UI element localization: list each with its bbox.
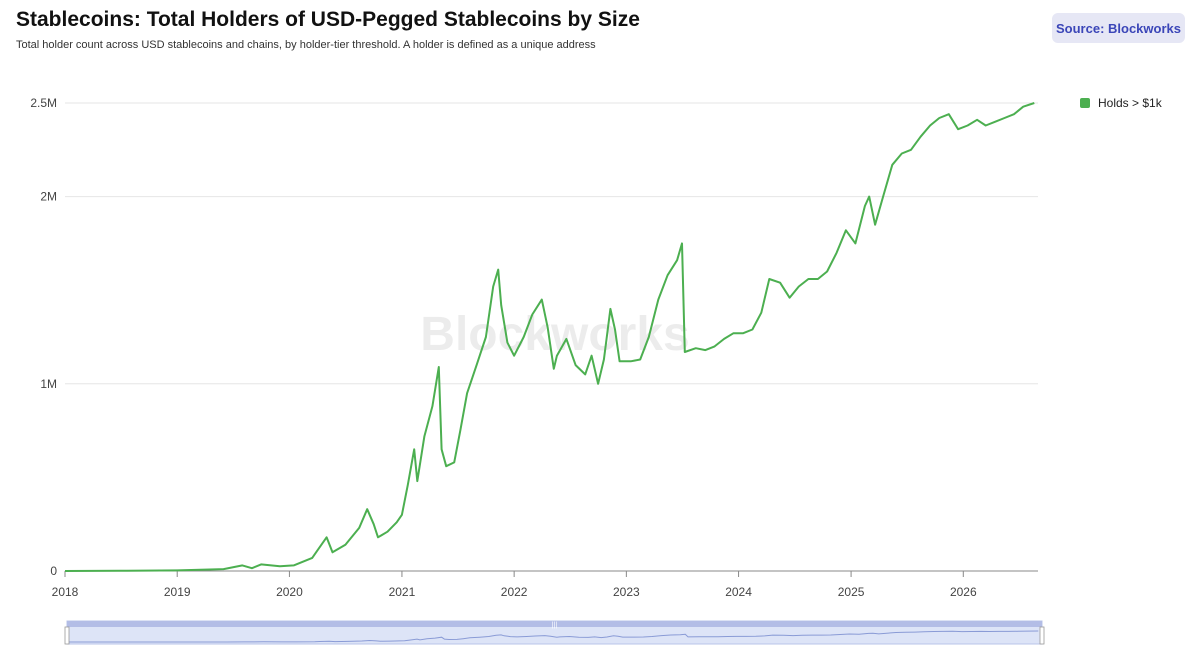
navigator-series-line-0	[67, 630, 1039, 643]
x-tick-label: 2019	[164, 585, 191, 599]
x-tick-label: 2023	[613, 585, 640, 599]
legend-label: Holds > $1k	[1098, 96, 1162, 110]
x-tick-label: 2018	[52, 585, 79, 599]
y-tick-label: 2M	[40, 190, 57, 204]
x-tick-label: 2026	[950, 585, 977, 599]
y-tick-label: 1M	[40, 377, 57, 391]
y-tick-label: 2.5M	[30, 96, 57, 110]
chart-title: Stablecoins: Total Holders of USD-Pegged…	[16, 8, 640, 31]
series-line-0	[64, 102, 1035, 572]
x-tick-label: 2024	[725, 585, 752, 599]
series-layer	[64, 102, 1035, 572]
legend-swatch	[1080, 98, 1090, 108]
y-axis: 0 1M 2M 2.5M	[30, 96, 57, 578]
x-tick-label: 2022	[501, 585, 528, 599]
x-tick-label: 2020	[276, 585, 303, 599]
source-button[interactable]: Source: Blockworks	[1052, 13, 1185, 43]
x-tick-label: 2025	[838, 585, 865, 599]
navigator-scrollbar[interactable]	[67, 621, 1042, 627]
y-tick-label: 0	[50, 564, 57, 578]
chart-subtitle: Total holder count across USD stablecoin…	[16, 39, 596, 51]
legend-item-holds-1k[interactable]: Holds > $1k	[1080, 96, 1162, 110]
navigator-handle-left[interactable]	[64, 626, 70, 645]
range-navigator[interactable]: |||	[64, 620, 1045, 645]
navigator-handle-right[interactable]	[1039, 626, 1045, 645]
x-tick-label: 2021	[389, 585, 416, 599]
navigator-grip[interactable]: |||	[552, 622, 558, 629]
x-axis: 2018 2019 2020 2021 2022 2023 2024 2025 2026	[52, 570, 1038, 599]
watermark: Blockworks	[420, 308, 689, 361]
